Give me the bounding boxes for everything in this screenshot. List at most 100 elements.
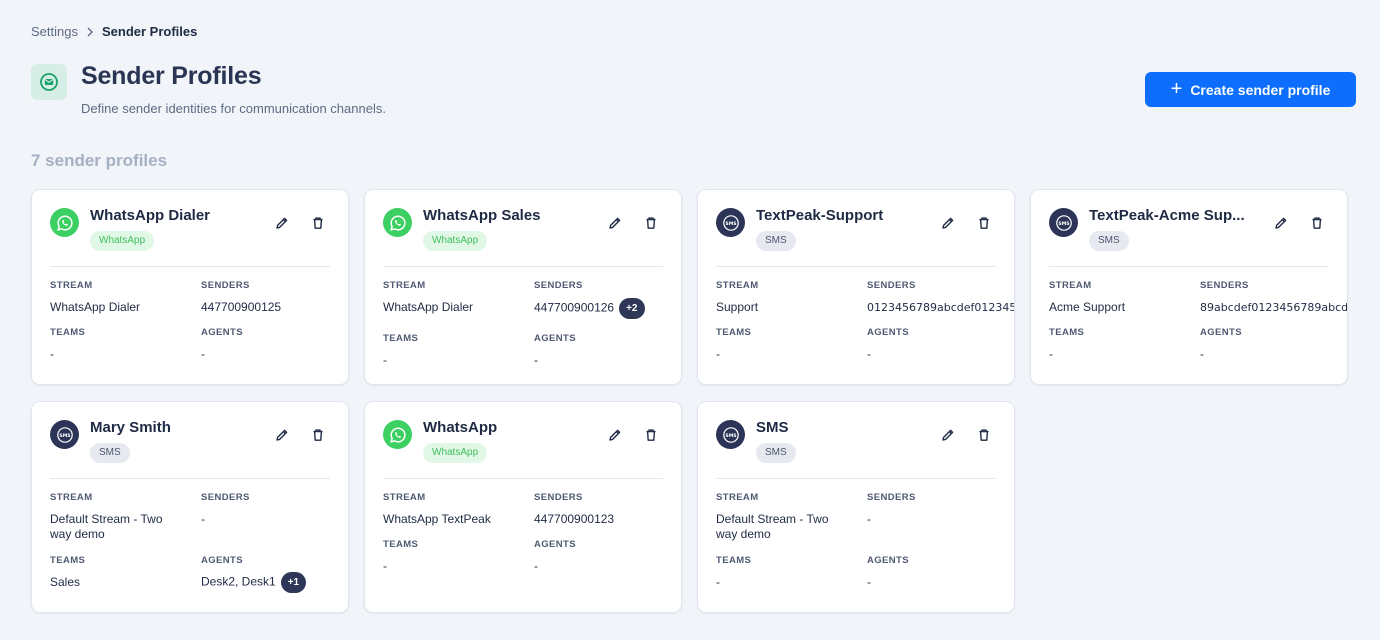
- teams-label: TEAMS: [50, 555, 86, 566]
- stream-value: WhatsApp Dialer: [50, 300, 141, 314]
- channel-badge: WhatsApp: [90, 231, 155, 251]
- channel-badge: SMS: [756, 443, 796, 463]
- agents-label: AGENTS: [534, 333, 576, 344]
- trash-icon[interactable]: [974, 213, 994, 233]
- senders-text: 447700900125: [201, 300, 282, 314]
- teams-value: -: [1049, 347, 1053, 361]
- svg-text:SMS: SMS: [59, 432, 70, 438]
- agents-label: AGENTS: [867, 555, 909, 566]
- sender-profile-card[interactable]: SMS SMS SMS STREAM SENDERS Default Stream - T…: [697, 401, 1015, 613]
- card-title: WhatsApp: [423, 419, 498, 436]
- stream-label: STREAM: [50, 492, 93, 503]
- sms-icon: SMS: [50, 420, 79, 449]
- edit-icon[interactable]: [1271, 213, 1291, 233]
- breadcrumb-settings-link[interactable]: Settings: [31, 24, 78, 39]
- trash-icon[interactable]: [974, 425, 994, 445]
- edit-icon[interactable]: [605, 425, 625, 445]
- agents-value: -: [1200, 347, 1204, 362]
- whatsapp-icon: [383, 420, 412, 449]
- agents-value: -: [201, 347, 205, 362]
- sender-profile-card[interactable]: WhatsApp Dialer WhatsApp STREAM SENDERS What…: [31, 189, 349, 385]
- senders-label: SENDERS: [201, 280, 250, 291]
- sender-profile-card[interactable]: SMS TextPeak-Acme Sup... SMS STREAM SENDERS A…: [1030, 189, 1348, 385]
- agents-label: AGENTS: [1200, 327, 1242, 338]
- senders-value: 447700900123: [534, 512, 614, 527]
- card-title: TextPeak-Acme Sup...: [1089, 207, 1245, 224]
- senders-label: SENDERS: [201, 492, 250, 503]
- trash-icon[interactable]: [1307, 213, 1327, 233]
- senders-value: 0123456789abcdef01234567: [867, 300, 1015, 315]
- sender-profile-card[interactable]: SMS Mary Smith SMS STREAM SENDERS Default Str…: [31, 401, 349, 613]
- channel-badge: WhatsApp: [423, 231, 488, 251]
- senders-text: 89abcdef0123456789abcdef: [1200, 301, 1348, 314]
- page-title: Sender Profiles: [81, 62, 262, 90]
- whatsapp-icon: [50, 208, 79, 237]
- senders-value: -: [201, 512, 205, 527]
- card-divider: [716, 478, 996, 479]
- teams-label: TEAMS: [716, 327, 752, 338]
- senders-text: -: [201, 512, 205, 526]
- edit-icon[interactable]: [938, 425, 958, 445]
- senders-label: SENDERS: [867, 492, 916, 503]
- teams-value: -: [383, 559, 387, 573]
- card-title: SMS: [756, 419, 789, 436]
- plus-icon: +: [1170, 77, 1183, 100]
- card-title: Mary Smith: [90, 419, 171, 436]
- profile-count: 7 sender profiles: [31, 151, 168, 170]
- edit-icon[interactable]: [938, 213, 958, 233]
- channel-badge: SMS: [90, 443, 130, 463]
- edit-icon[interactable]: [272, 425, 292, 445]
- sender-profile-grid: WhatsApp Dialer WhatsApp STREAM SENDERS What…: [31, 189, 1349, 613]
- agents-text: -: [201, 347, 205, 361]
- sender-profile-card[interactable]: WhatsApp Sales WhatsApp STREAM SENDERS Whats…: [364, 189, 682, 385]
- teams-label: TEAMS: [716, 555, 752, 566]
- svg-text:SMS: SMS: [725, 432, 736, 438]
- agents-value: -: [534, 353, 538, 368]
- edit-icon[interactable]: [605, 213, 625, 233]
- svg-text:SMS: SMS: [1058, 220, 1069, 226]
- teams-label: TEAMS: [1049, 327, 1085, 338]
- stream-label: STREAM: [716, 280, 759, 291]
- agents-text: -: [867, 575, 871, 589]
- whatsapp-icon: [383, 208, 412, 237]
- stream-label: STREAM: [383, 280, 426, 291]
- teams-value: -: [716, 575, 720, 589]
- channel-badge: SMS: [1089, 231, 1129, 251]
- sender-profile-card[interactable]: SMS TextPeak-Support SMS STREAM SENDERS Suppo…: [697, 189, 1015, 385]
- senders-text: 0123456789abcdef01234567: [867, 301, 1015, 314]
- teams-value: Sales: [50, 575, 81, 589]
- teams-label: TEAMS: [383, 333, 419, 344]
- senders-more-badge[interactable]: +2: [619, 298, 645, 319]
- agents-label: AGENTS: [201, 327, 243, 338]
- stream-value: Default Stream - Two way demo: [50, 512, 163, 541]
- agents-value: -: [867, 347, 871, 362]
- card-divider: [1049, 266, 1329, 267]
- senders-text: -: [867, 512, 871, 526]
- stream-value: Acme Support: [1049, 300, 1126, 314]
- trash-icon[interactable]: [308, 425, 328, 445]
- stream-value: Default Stream - Two way demo: [716, 512, 829, 541]
- chevron-right-icon: [86, 27, 94, 37]
- create-sender-profile-label: Create sender profile: [1190, 81, 1331, 98]
- card-divider: [716, 266, 996, 267]
- senders-label: SENDERS: [534, 492, 583, 503]
- card-divider: [383, 478, 663, 479]
- svg-text:SMS: SMS: [725, 220, 736, 226]
- agents-value: Desk2, Desk1 +1: [201, 572, 307, 593]
- trash-icon[interactable]: [308, 213, 328, 233]
- breadcrumb-current: Sender Profiles: [101, 24, 198, 39]
- card-divider: [50, 478, 330, 479]
- create-sender-profile-button[interactable]: + Create sender profile: [1145, 72, 1356, 107]
- senders-text: 447700900126: [534, 300, 615, 315]
- sender-profile-card[interactable]: WhatsApp WhatsApp STREAM SENDERS WhatsApp Te…: [364, 401, 682, 613]
- senders-text: 447700900123: [534, 512, 615, 526]
- card-divider: [50, 266, 330, 267]
- agents-text: Desk2, Desk1: [201, 574, 276, 589]
- agents-more-badge[interactable]: +1: [280, 572, 307, 593]
- sms-icon: SMS: [716, 420, 745, 449]
- edit-icon[interactable]: [272, 213, 292, 233]
- card-title: WhatsApp Dialer: [90, 207, 211, 224]
- trash-icon[interactable]: [641, 213, 661, 233]
- trash-icon[interactable]: [641, 425, 661, 445]
- agents-text: -: [534, 353, 538, 367]
